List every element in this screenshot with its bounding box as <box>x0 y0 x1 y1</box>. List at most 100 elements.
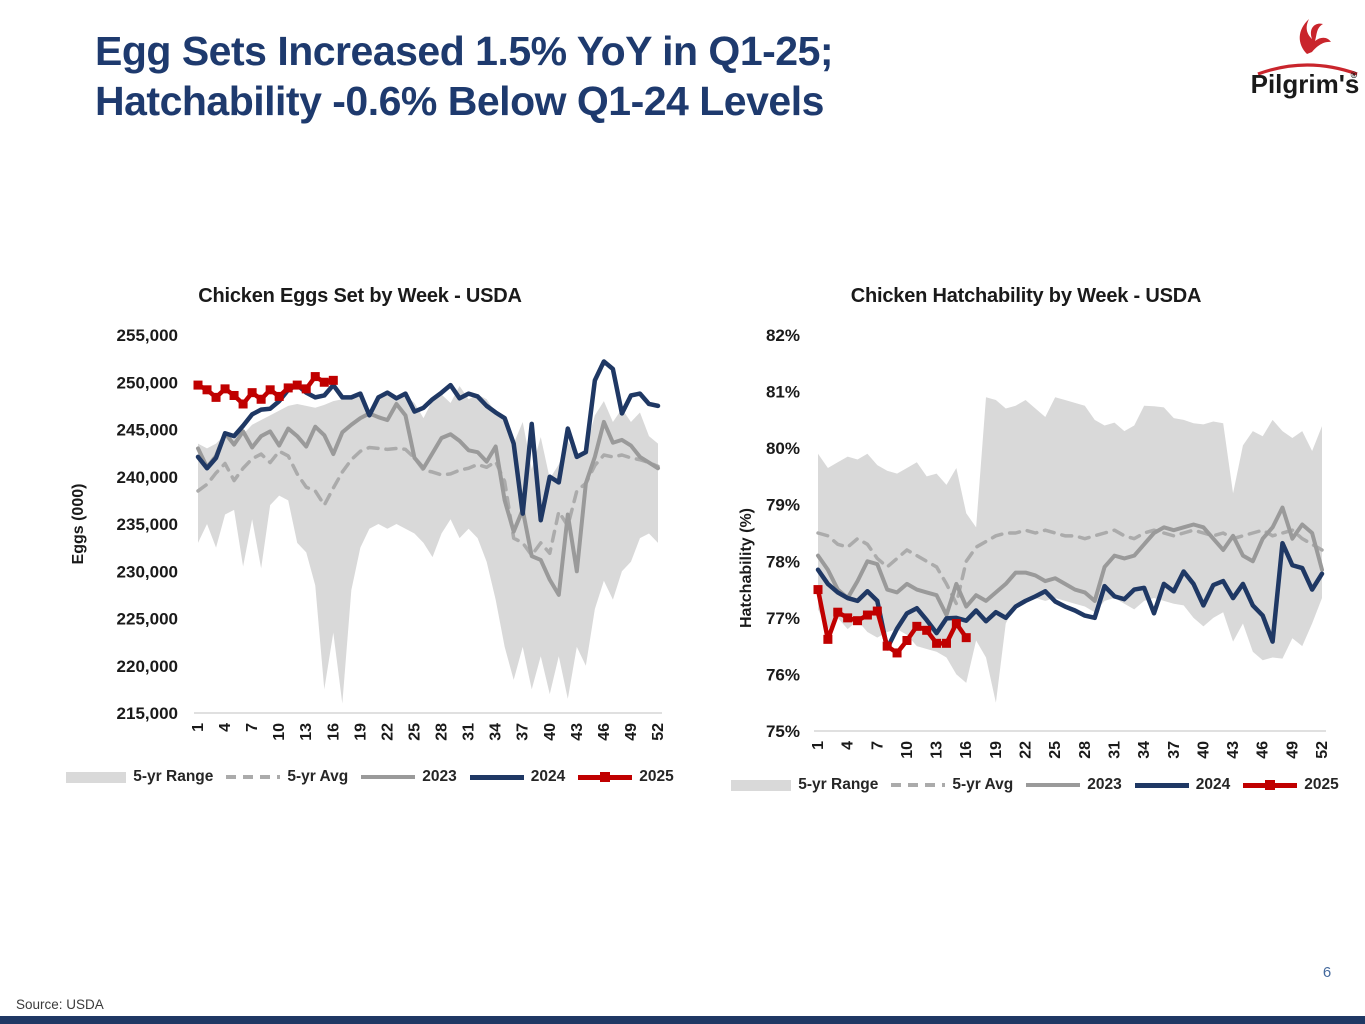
svg-text:1: 1 <box>810 741 827 750</box>
svg-text:37: 37 <box>1166 741 1183 759</box>
svg-text:10: 10 <box>271 723 288 741</box>
logo-flame-icon <box>1299 19 1331 54</box>
legend-range-label: 5-yr Range <box>798 776 879 793</box>
bottom-accent-bar <box>0 1016 1365 1024</box>
svg-text:255,000: 255,000 <box>117 326 178 345</box>
svg-text:43: 43 <box>569 723 586 741</box>
svg-text:22: 22 <box>1018 741 1035 759</box>
svg-text:16: 16 <box>325 723 342 741</box>
slide-title-line2: Hatchability -0.6% Below Q1-24 Levels <box>95 78 824 125</box>
legend-2024-label: 2024 <box>1195 776 1231 793</box>
svg-text:82%: 82% <box>766 326 800 345</box>
chart-hatch-legend: 5-yr Range 5-yr Avg 2023 2024 2025 <box>700 776 1365 794</box>
range-band-swatch <box>731 779 792 791</box>
svg-text:46: 46 <box>1255 741 1272 759</box>
svg-text:1: 1 <box>190 723 207 732</box>
legend-item-avg: 5-yr Avg <box>891 776 1013 794</box>
svg-text:37: 37 <box>515 723 532 741</box>
legend-2024-label: 2024 <box>530 768 566 785</box>
svg-text:31: 31 <box>1106 741 1123 759</box>
legend-2023-label: 2023 <box>422 768 457 785</box>
svg-text:40: 40 <box>542 723 559 741</box>
line-2023-swatch <box>1026 783 1081 787</box>
svg-text:245,000: 245,000 <box>117 421 178 440</box>
svg-text:240,000: 240,000 <box>117 468 178 487</box>
svg-text:76%: 76% <box>766 665 800 684</box>
legend-item-range: 5-yr Range <box>66 768 213 786</box>
chart-eggs-legend: 5-yr Range 5-yr Avg 2023 2024 2025 <box>60 768 680 786</box>
svg-text:52: 52 <box>650 723 667 741</box>
svg-text:13: 13 <box>298 723 315 741</box>
pilgrims-logo-graphic: Pilgrim's ® <box>1251 19 1360 99</box>
chart-eggs-plot: 255,000 250,000 245,000 240,000 235,000 230,0… <box>117 326 667 741</box>
legend-item-avg: 5-yr Avg <box>226 768 348 786</box>
slide-title: Egg Sets Increased 1.5% YoY in Q1-25; Ha… <box>95 26 1075 126</box>
svg-text:250,000: 250,000 <box>117 373 178 392</box>
svg-text:16: 16 <box>958 741 975 759</box>
chart-hatchability: Chicken Hatchability by Week - USDA Hatc… <box>700 285 1360 807</box>
page-number: 6 <box>1322 964 1332 981</box>
legend-item-range: 5-yr Range <box>731 776 878 794</box>
line-2024-swatch <box>1134 782 1189 788</box>
svg-text:19: 19 <box>352 723 369 741</box>
legend-item-2025: 2025 <box>1243 776 1339 794</box>
legend-item-2025: 2025 <box>578 768 674 786</box>
legend-2023-label: 2023 <box>1087 776 1122 793</box>
svg-text:7: 7 <box>244 723 261 732</box>
svg-text:235,000: 235,000 <box>117 515 178 534</box>
svg-text:7: 7 <box>869 741 886 750</box>
svg-text:77%: 77% <box>766 609 800 628</box>
svg-text:13: 13 <box>929 741 946 759</box>
svg-text:78%: 78% <box>766 552 800 571</box>
svg-text:25: 25 <box>406 723 423 741</box>
svg-text:19: 19 <box>988 741 1005 759</box>
svg-text:28: 28 <box>1077 741 1094 759</box>
svg-text:40: 40 <box>1195 741 1212 759</box>
logo-registered-mark: ® <box>1351 70 1358 80</box>
logo-wordmark: Pilgrim's <box>1251 69 1360 99</box>
legend-item-2024: 2024 <box>1134 776 1231 794</box>
line-2023-swatch <box>361 775 416 779</box>
svg-text:215,000: 215,000 <box>117 704 178 723</box>
legend-2025-label: 2025 <box>639 768 674 785</box>
svg-text:10: 10 <box>899 741 916 759</box>
avg-line-swatch <box>226 775 281 779</box>
svg-text:34: 34 <box>1136 741 1153 759</box>
svg-text:49: 49 <box>623 723 640 741</box>
svg-text:46: 46 <box>596 723 613 741</box>
svg-text:28: 28 <box>434 723 451 741</box>
svg-text:4: 4 <box>840 741 857 750</box>
svg-text:34: 34 <box>488 723 505 741</box>
slide-title-line1: Egg Sets Increased 1.5% YoY in Q1-25; <box>95 28 834 74</box>
svg-text:52: 52 <box>1314 741 1331 759</box>
chart-hatch-plot: 82% 81% 80% 79% 78% 77% 76% 75% 1 4 7 10 13 16 19 22 25 2… <box>766 326 1331 759</box>
legend-2025-label: 2025 <box>1304 776 1339 793</box>
svg-text:75%: 75% <box>766 722 800 741</box>
legend-item-2024: 2024 <box>469 768 566 786</box>
range-band-swatch <box>66 771 127 783</box>
svg-text:225,000: 225,000 <box>117 610 178 629</box>
svg-text:22: 22 <box>379 723 396 741</box>
legend-item-2023: 2023 <box>361 768 457 786</box>
svg-text:31: 31 <box>461 723 478 741</box>
svg-text:25: 25 <box>1047 741 1064 759</box>
line-2025-swatch <box>1243 782 1298 788</box>
chart-eggs-title: Chicken Eggs Set by Week - USDA <box>198 285 522 307</box>
legend-avg-label: 5-yr Avg <box>287 768 349 785</box>
line-2024-swatch <box>469 774 524 780</box>
legend-avg-label: 5-yr Avg <box>952 776 1014 793</box>
svg-text:230,000: 230,000 <box>117 562 178 581</box>
avg-line-swatch <box>891 783 946 787</box>
logo-arc <box>1257 63 1358 76</box>
legend-range-label: 5-yr Range <box>133 768 214 785</box>
legend-item-2023: 2023 <box>1026 776 1122 794</box>
chart-eggs-set: Chicken Eggs Set by Week - USDA Eggs (00… <box>60 285 705 800</box>
pilgrims-logo: Pilgrim's ® <box>1250 14 1365 102</box>
source-note: Source: USDA <box>16 997 104 1012</box>
svg-text:79%: 79% <box>766 496 800 515</box>
svg-text:81%: 81% <box>766 383 800 402</box>
svg-text:220,000: 220,000 <box>117 657 178 676</box>
line-2025-swatch <box>578 774 633 780</box>
svg-text:43: 43 <box>1225 741 1242 759</box>
